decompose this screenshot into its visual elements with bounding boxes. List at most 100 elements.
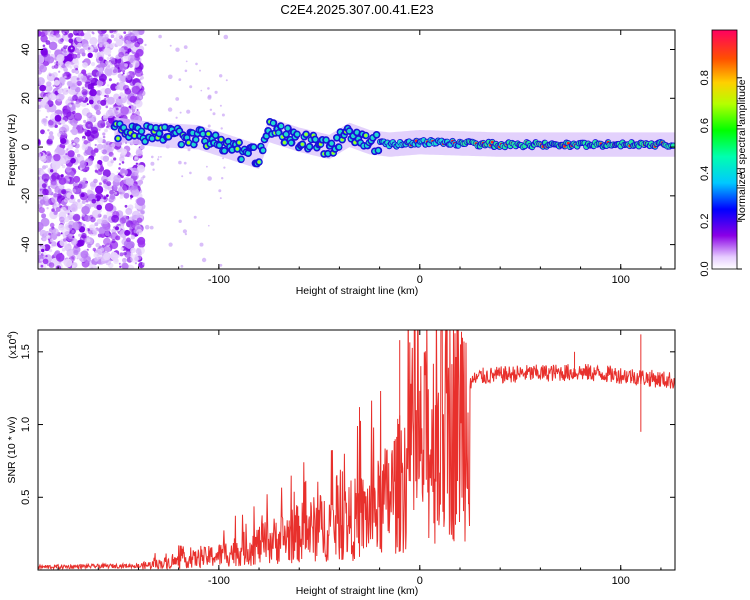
noise-blob	[81, 144, 89, 151]
speckle	[219, 74, 223, 78]
speckle	[180, 264, 184, 268]
ridge-core	[142, 139, 148, 144]
noise-blob	[77, 199, 81, 203]
ridge-core	[289, 140, 294, 145]
speckle	[168, 74, 173, 80]
speckle	[178, 219, 182, 223]
noise-blob	[100, 50, 105, 56]
noise-blob	[79, 160, 87, 168]
noise-blob	[103, 196, 107, 200]
noise-blob	[81, 205, 90, 215]
noise-blob	[72, 57, 79, 64]
noise-blob	[96, 204, 102, 211]
colorbar-tick-label: 0.8	[699, 70, 711, 85]
noise-blob	[62, 32, 65, 35]
noise-blob	[135, 248, 142, 255]
ridge-core	[324, 137, 329, 143]
noise-blob	[93, 44, 97, 48]
noise-blob	[102, 179, 108, 185]
noise-blob	[73, 249, 79, 256]
snr-trace	[38, 330, 675, 570]
noise-blob	[87, 243, 92, 248]
ridge-peak	[364, 133, 368, 138]
noise-blob	[72, 53, 78, 59]
noise-blob	[54, 61, 57, 65]
noise-blob	[72, 188, 77, 193]
noise-blob	[98, 73, 107, 82]
speckle	[186, 109, 191, 114]
noise-blob	[91, 62, 96, 67]
speckle	[223, 166, 226, 169]
ridge-core	[222, 148, 227, 153]
noise-blob	[69, 104, 73, 108]
ridge-core	[251, 145, 256, 150]
noise-blob	[64, 61, 72, 68]
noise-blob	[40, 258, 44, 262]
ridge-core	[313, 137, 318, 142]
noise-blob	[81, 232, 87, 239]
noise-blob	[49, 93, 56, 100]
noise-blob	[92, 247, 97, 252]
speckle	[207, 176, 212, 181]
noise-blob	[121, 161, 125, 164]
noise-blob	[45, 40, 51, 45]
noise-blob	[116, 171, 119, 174]
noise-blob	[128, 241, 135, 248]
noise-blob	[77, 96, 84, 102]
noise-blob	[119, 75, 127, 83]
noise-blob	[58, 126, 67, 135]
noise-blob	[72, 213, 81, 222]
noise-blob	[100, 150, 103, 153]
noise-blob	[133, 106, 137, 110]
noise-blob	[67, 212, 70, 216]
speckle	[144, 43, 147, 47]
speckle	[212, 112, 216, 116]
noise-blob	[118, 163, 121, 166]
ridge-peak	[304, 132, 308, 136]
noise-blob	[136, 229, 143, 236]
noise-blob	[137, 164, 145, 173]
noise-blob	[49, 249, 53, 253]
noise-blob	[109, 66, 119, 76]
speckle	[181, 175, 184, 178]
noise-blob	[60, 134, 65, 139]
ridge-core	[245, 151, 251, 156]
noise-blob	[134, 31, 138, 35]
noise-blob	[101, 149, 107, 155]
noise-blob	[120, 247, 124, 251]
noise-blob	[97, 80, 103, 86]
noise-blob	[85, 199, 89, 203]
noise-blob	[45, 254, 48, 258]
noise-blob	[62, 238, 67, 242]
noise-blob	[137, 162, 141, 166]
noise-blob	[86, 112, 93, 119]
speckle	[199, 69, 201, 72]
noise-blob	[87, 52, 93, 58]
noise-blob	[55, 93, 64, 102]
noise-blob	[48, 134, 55, 141]
noise-blob	[41, 236, 47, 242]
snr-frame	[37, 329, 676, 571]
noise-blob	[42, 251, 47, 256]
noise-blob	[43, 195, 49, 202]
ridge-core	[213, 133, 218, 138]
noise-blob	[107, 144, 115, 152]
noise-blob	[98, 56, 104, 62]
noise-blob	[55, 207, 61, 212]
ridge-core	[285, 126, 290, 131]
ridge-core	[276, 130, 281, 135]
noise-blob	[107, 64, 111, 68]
speckle	[189, 171, 192, 175]
speckle	[157, 158, 160, 161]
noise-blob	[134, 172, 138, 176]
noise-blob	[38, 30, 42, 37]
noise-blob	[109, 30, 114, 34]
noise-blob	[41, 213, 47, 219]
ridge-core	[295, 132, 300, 137]
y-tick-label: 0	[20, 144, 32, 150]
noise-blob	[79, 167, 83, 171]
noise-blob	[95, 110, 101, 116]
noise-blob	[39, 246, 42, 250]
noise-blob	[87, 47, 91, 50]
noise-blob	[42, 188, 49, 196]
